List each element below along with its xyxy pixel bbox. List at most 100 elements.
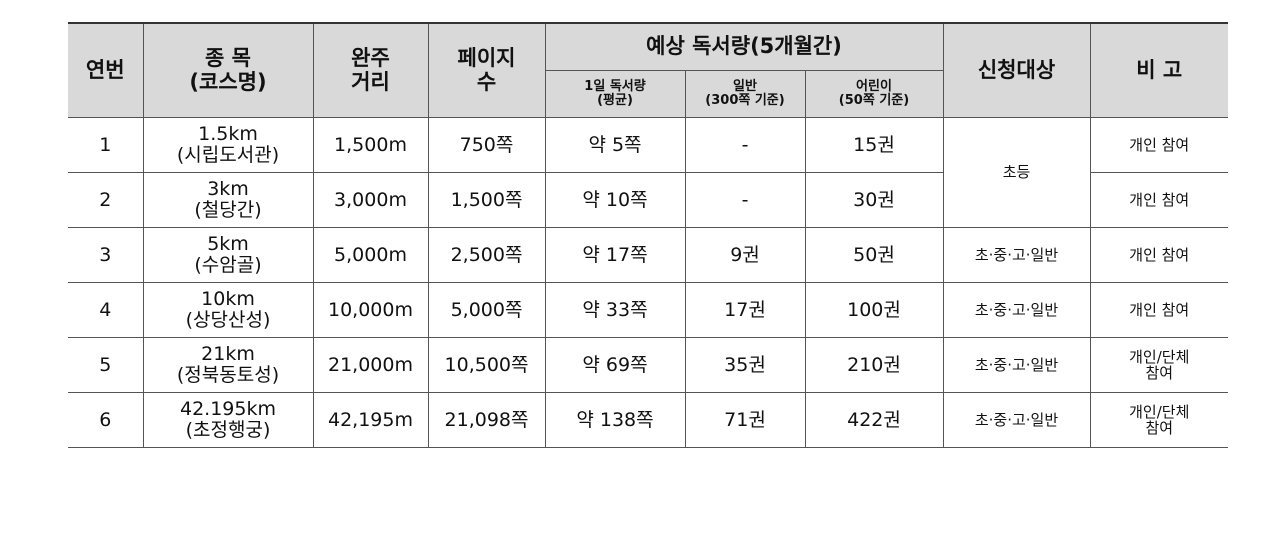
header-cell: 예상 독서량(5개월간) <box>544 22 944 71</box>
cell-children: 422권 <box>804 392 944 448</box>
cell-target: 초·중·고·일반 <box>942 282 1091 338</box>
cell-line: (평균) <box>597 93 633 108</box>
table-row: 2 3km (철당간) 3,000m 1,500쪽 약 10쪽 -30권 개인 참여 <box>68 172 1228 228</box>
cell-line: 종 목 <box>205 46 251 71</box>
header-cell: 종 목 (코스명) <box>142 22 314 118</box>
cell-line: 1일 독서량 <box>584 78 646 94</box>
cell-line: 개인 참여 <box>1129 190 1190 209</box>
cell-children: 210권 <box>804 337 944 393</box>
cell-daily: 약 5쪽 <box>544 117 686 173</box>
cell-course: 5km (수암골) <box>142 227 314 283</box>
cell-line: 개인/단체 <box>1129 347 1190 366</box>
cell-distance: 10,000m <box>312 282 429 338</box>
cell-target: 초·중·고·일반 <box>942 337 1091 393</box>
cell-line: 21km <box>201 343 255 366</box>
cell-no: 2 <box>68 172 144 228</box>
cell-line: 참여 <box>1145 419 1174 437</box>
header-cell: 신청대상 <box>942 22 1091 118</box>
header-cell: 완주 거리 <box>312 22 429 118</box>
table-row: 6 42.195km (초정행궁) 42,195m 21,098쪽 약 138쪽 71권 42… <box>68 392 1228 448</box>
header-cell: 페이지 수 <box>427 22 546 118</box>
header-cell: 비 고 <box>1089 22 1228 118</box>
cell-no: 1 <box>68 117 144 173</box>
cell-line: 3km <box>207 178 249 201</box>
cell-children: 50권 <box>804 227 944 283</box>
cell-course: 1.5km (시립도서관) <box>142 117 314 173</box>
table-row: 4 10km (상당산성) 10,000m 5,000쪽 약 33쪽 17권 100권 초·중·… <box>68 282 1228 338</box>
cell-line: 일반 <box>733 78 757 94</box>
cell-pages: 5,000쪽 <box>427 282 546 338</box>
cell-pages: 2,500쪽 <box>427 227 546 283</box>
cell-distance: 42,195m <box>312 392 429 448</box>
cell-no: 3 <box>68 227 144 283</box>
table-row: 5 21km (정북동토성) 21,000m 10,500쪽 약 69쪽 35권 210권 초·… <box>68 337 1228 393</box>
cell-line: 10km <box>201 288 255 311</box>
cell-target: 초·중·고·일반 <box>942 227 1091 283</box>
cell-distance: 5,000m <box>312 227 429 283</box>
cell-note: 개인/단체 참여 <box>1089 392 1228 448</box>
cell-no: 4 <box>68 282 144 338</box>
cell-general: - <box>684 172 806 228</box>
cell-course: 21km (정북동토성) <box>142 337 314 393</box>
table-header: 연번 종 목 (코스명) 완주 거리 페이지 수 예상 독서량(5개월간) 신청대상 비 고 1일 … <box>68 22 1228 118</box>
cell-distance: 3,000m <box>312 172 429 228</box>
cell-line: (50쪽 기준) <box>838 93 910 108</box>
cell-target: 초등 <box>942 117 1091 228</box>
cell-line: (코스명) <box>189 69 267 94</box>
cell-line: 42.195km <box>180 398 276 421</box>
header-subrow: 1일 독서량 (평균) 일반 (300쪽 기준) 어린이 (50쪽 기준) <box>68 70 1228 118</box>
cell-general: 9권 <box>684 227 806 283</box>
cell-line: 5km <box>207 233 249 256</box>
subheader-cell: 일반 (300쪽 기준) <box>684 70 806 118</box>
cell-pages: 1,500쪽 <box>427 172 546 228</box>
cell-line: (상당산성) <box>185 309 271 331</box>
subheader-cell: 1일 독서량 (평균) <box>545 70 686 118</box>
cell-course: 10km (상당산성) <box>142 282 314 338</box>
cell-line: 거리 <box>351 69 390 94</box>
cell-course: 42.195km (초정행궁) <box>142 392 314 448</box>
cell-line: 개인/단체 <box>1129 402 1190 421</box>
cell-children: 100권 <box>804 282 944 338</box>
cell-note: 개인 참여 <box>1089 282 1228 338</box>
cell-general: 17권 <box>684 282 806 338</box>
cell-line: 개인 참여 <box>1129 300 1190 319</box>
table-row: 1 1.5km (시립도서관) 1,500m 750쪽 약 5쪽 -15권 초등 개인 참여 <box>68 117 1228 228</box>
cell-line: (300쪽 기준) <box>705 93 785 108</box>
cell-line: 개인 참여 <box>1129 245 1190 264</box>
cell-distance: 21,000m <box>312 337 429 393</box>
table-row: 3 5km (수암골) 5,000m 2,500쪽 약 17쪽 9권 50권 초·중·고·일반 개… <box>68 227 1228 283</box>
cell-note: 개인 참여 <box>1089 172 1228 228</box>
cell-general: 71권 <box>684 392 806 448</box>
table-body: 1 1.5km (시립도서관) 1,500m 750쪽 약 5쪽 -15권 초등 개인 참여 2 3… <box>68 117 1228 448</box>
cell-daily: 약 138쪽 <box>544 392 686 448</box>
cell-pages: 21,098쪽 <box>427 392 546 448</box>
cell-line: 수 <box>476 69 497 94</box>
cell-note: 개인/단체 참여 <box>1089 337 1228 393</box>
cell-no: 5 <box>68 337 144 393</box>
cell-daily: 약 10쪽 <box>544 172 686 228</box>
cell-line: (초정행궁) <box>185 419 271 441</box>
cell-note: 개인 참여 <box>1089 117 1228 173</box>
cell-line: 페이지 <box>457 46 516 71</box>
cell-daily: 약 69쪽 <box>544 337 686 393</box>
cell-daily: 약 17쪽 <box>544 227 686 283</box>
cell-line: 개인 참여 <box>1129 135 1190 154</box>
cell-general: - <box>684 117 806 173</box>
cell-line: (수암골) <box>194 254 262 276</box>
header-cell: 연번 <box>68 22 144 118</box>
header-row: 연번 종 목 (코스명) 완주 거리 페이지 수 예상 독서량(5개월간) 신청대상 비 고 <box>68 22 1228 118</box>
cell-line: 완주 <box>351 46 390 71</box>
cell-note: 개인 참여 <box>1089 227 1228 283</box>
cell-line: (시립도서관) <box>176 144 280 166</box>
cell-children: 15권 <box>804 117 944 173</box>
subheader-cell: 어린이 (50쪽 기준) <box>804 70 943 118</box>
cell-no: 6 <box>68 392 144 448</box>
reading-table: 연번 종 목 (코스명) 완주 거리 페이지 수 예상 독서량(5개월간) 신청대상 비 고 1일 … <box>68 22 1228 448</box>
cell-daily: 약 33쪽 <box>544 282 686 338</box>
cell-general: 35권 <box>684 337 806 393</box>
cell-pages: 10,500쪽 <box>427 337 546 393</box>
cell-line: 1.5km <box>198 123 258 146</box>
cell-course: 3km (철당간) <box>142 172 314 228</box>
cell-distance: 1,500m <box>312 117 429 173</box>
cell-line: 어린이 <box>856 78 892 94</box>
